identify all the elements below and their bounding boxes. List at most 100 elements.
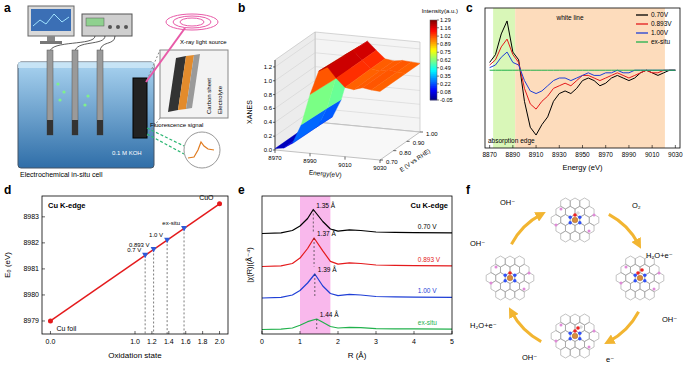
colorbar-step <box>430 20 437 22</box>
panel-label: d <box>4 183 11 197</box>
tick <box>380 160 383 161</box>
colorbar-tick <box>437 76 439 77</box>
plot-area <box>490 8 676 148</box>
tick <box>420 132 423 133</box>
tick-label: 1.0 <box>130 338 140 345</box>
f-atom <box>653 288 656 291</box>
point-label: ex-situ <box>162 220 180 226</box>
o-atom <box>573 213 577 217</box>
tick-label: 0.0 <box>46 338 56 345</box>
tick <box>202 331 203 334</box>
colorbar-tick <box>437 60 439 61</box>
tick <box>414 331 415 334</box>
tick <box>407 141 410 142</box>
h-atom <box>580 326 582 328</box>
tick <box>489 145 490 148</box>
peak-label: 1.35 Å <box>316 201 335 209</box>
colorbar-step <box>430 90 437 92</box>
colorbar-tick <box>437 27 439 28</box>
n-atom <box>513 279 516 282</box>
tick-label: 1 <box>298 338 302 345</box>
region <box>493 8 515 148</box>
tick-label: 0.80 <box>399 150 411 156</box>
colorbar-tick <box>437 92 439 93</box>
colorbar-step <box>430 34 437 36</box>
tick-label: 3 <box>374 338 378 345</box>
tick-label: 1.00 <box>426 131 438 137</box>
colorbar-step <box>430 66 437 68</box>
legend-swatch <box>636 32 648 33</box>
tick-label: 0.8 <box>264 92 273 98</box>
panel-label: c <box>466 1 473 15</box>
tick-label: 8910 <box>529 151 544 158</box>
tick <box>50 331 51 334</box>
colorbar-label: 0.35 <box>440 73 451 79</box>
f-atom <box>625 266 628 269</box>
point <box>151 247 157 253</box>
colorbar-step <box>430 80 437 82</box>
xray-ring <box>166 14 218 30</box>
series-line <box>262 210 452 234</box>
colorbar-step <box>430 94 437 96</box>
tick <box>219 331 220 334</box>
ring <box>589 215 599 226</box>
n-atom <box>569 337 572 340</box>
plot-area <box>48 201 222 334</box>
stand <box>47 36 55 41</box>
label: Electrochemical in-situ cell <box>20 171 103 178</box>
series-line <box>262 274 452 298</box>
bubble <box>83 103 86 106</box>
beaker <box>18 62 154 168</box>
colorbar-tick <box>437 43 439 44</box>
region-label: absorption edge <box>488 137 535 145</box>
tick <box>42 268 45 269</box>
tick <box>42 216 45 217</box>
ring <box>589 331 599 342</box>
colorbar-label: 0.89 <box>440 41 451 47</box>
tick-label: 8983 <box>23 213 39 220</box>
cu-atom <box>637 275 643 281</box>
colorbar-step <box>430 46 437 48</box>
frame <box>262 196 452 334</box>
panel-label: b <box>238 1 245 15</box>
n-atom <box>643 274 646 277</box>
panel-e: e1.35 Å0.70 V1.37 Å0.893 V1.39 Å1.00 V1.… <box>238 183 454 360</box>
z-axis <box>275 60 276 150</box>
layer-window <box>186 54 200 109</box>
ring <box>524 273 534 284</box>
point-label: 0.7 V <box>127 247 141 253</box>
peak-line <box>316 319 317 330</box>
n-atom <box>578 337 581 340</box>
tick-label: 8990 <box>303 158 317 164</box>
surface <box>275 41 420 148</box>
series-line <box>490 70 676 71</box>
colorbar-frame <box>430 20 437 100</box>
bubble <box>86 94 89 97</box>
electrode-tip <box>72 120 78 135</box>
colorbar-step <box>430 38 437 40</box>
tick-label: 0 <box>260 338 264 345</box>
plot-area <box>262 196 452 334</box>
floor <box>275 122 420 160</box>
axis-title: Oxidation state <box>108 351 162 360</box>
display <box>86 18 104 26</box>
fit-line <box>50 204 219 321</box>
tick-label: 9010 <box>645 151 660 158</box>
molecule <box>551 314 599 358</box>
electrode <box>47 50 53 135</box>
colorbar-step <box>430 40 437 42</box>
peak-label: 1.37 Å <box>317 229 336 237</box>
panel-d: d897989808981898289830.01.01.21.41.61.82… <box>3 183 228 360</box>
tick <box>135 331 136 334</box>
colorbar-step <box>430 82 437 84</box>
colorbar-step <box>430 52 437 54</box>
peak-line <box>313 210 314 234</box>
tick <box>452 331 453 334</box>
tick <box>300 331 301 334</box>
tick-label: 9030 <box>668 151 683 158</box>
knob <box>108 25 112 29</box>
annotation: Cu K-edge <box>411 201 449 210</box>
tick <box>151 331 152 334</box>
panel-label: a <box>4 1 11 15</box>
tick <box>393 150 396 151</box>
